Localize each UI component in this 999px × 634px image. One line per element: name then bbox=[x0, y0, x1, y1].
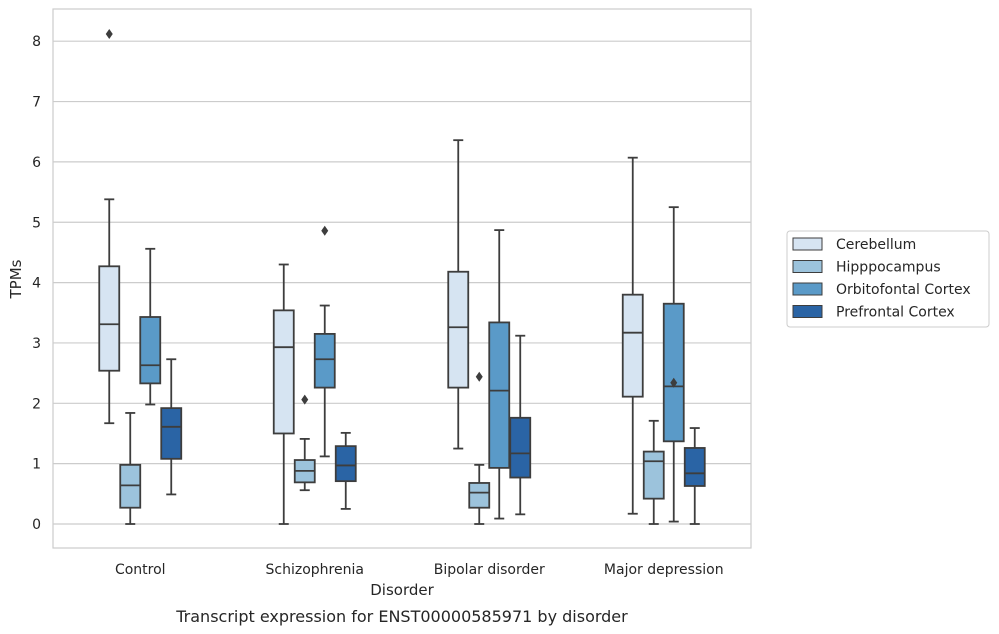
iqr-box bbox=[313, 332, 336, 389]
x-tick-labels: Control Schizophrenia Bipolar disorder Majo… bbox=[115, 562, 724, 578]
iqr-box bbox=[683, 447, 706, 487]
box-cerebellum-1 bbox=[272, 263, 295, 525]
iqr-box bbox=[334, 445, 357, 483]
y-tick-label: 3 bbox=[32, 336, 41, 352]
y-tick-label: 8 bbox=[32, 34, 41, 50]
legend-label: Hipppocampus bbox=[836, 260, 941, 276]
y-tick-label: 2 bbox=[32, 396, 41, 412]
iqr-box bbox=[662, 302, 685, 443]
iqr-box bbox=[642, 450, 665, 500]
iqr-box bbox=[160, 407, 183, 460]
legend-label: Orbitofontal Cortex bbox=[836, 282, 971, 298]
y-tick-labels: 0 1 2 3 4 5 6 7 8 bbox=[32, 34, 41, 533]
iqr-box bbox=[509, 416, 532, 479]
box-prefrontal-cortex-3 bbox=[683, 427, 706, 525]
y-axis-label: TPMs bbox=[7, 259, 25, 299]
y-tick-label: 7 bbox=[32, 95, 41, 111]
iqr-box bbox=[119, 463, 142, 509]
iqr-box bbox=[621, 293, 644, 398]
box-orbitofontal-cortex-0 bbox=[139, 247, 162, 406]
iqr-box bbox=[488, 321, 511, 469]
legend-swatch bbox=[792, 237, 823, 251]
x-tick-label: Schizophrenia bbox=[266, 562, 364, 578]
iqr-box bbox=[139, 316, 162, 385]
x-axis-label: Disorder bbox=[370, 581, 434, 599]
box-orbitofontal-cortex-3 bbox=[662, 206, 685, 523]
boxes bbox=[98, 28, 706, 525]
iqr-box bbox=[447, 270, 470, 389]
y-tick-label: 4 bbox=[32, 276, 41, 292]
box-prefrontal-cortex-2 bbox=[509, 334, 532, 516]
legend-swatch bbox=[792, 282, 823, 296]
legend-swatch bbox=[792, 260, 823, 273]
box-cerebellum-0 bbox=[98, 28, 121, 425]
y-tick-label: 1 bbox=[32, 457, 41, 473]
x-tick-label: Major depression bbox=[604, 562, 724, 578]
box-orbitofontal-cortex-1 bbox=[313, 225, 336, 458]
box-hipppocampus-2 bbox=[468, 371, 491, 525]
box-cerebellum-2 bbox=[447, 139, 470, 450]
box-hipppocampus-3 bbox=[642, 419, 665, 525]
y-tick-label: 6 bbox=[32, 155, 41, 171]
legend: Cerebellum Hipppocampus Orbitofontal Corte… bbox=[786, 230, 990, 328]
outlier-point bbox=[670, 377, 678, 388]
outlier-point bbox=[105, 28, 113, 39]
legend-label: Prefrontal Cortex bbox=[836, 305, 955, 321]
legend-frame bbox=[786, 230, 990, 328]
iqr-box bbox=[468, 482, 491, 509]
box-prefrontal-cortex-1 bbox=[334, 431, 357, 510]
iqr-box bbox=[272, 309, 295, 435]
x-tick-label: Bipolar disorder bbox=[434, 562, 545, 578]
y-tick-label: 5 bbox=[32, 215, 41, 231]
outlier-point bbox=[321, 225, 329, 236]
x-tick-label: Control bbox=[115, 562, 166, 578]
y-tick-label: 0 bbox=[32, 517, 41, 533]
outlier-point bbox=[301, 394, 309, 405]
box-hipppocampus-0 bbox=[119, 412, 142, 525]
gridlines bbox=[53, 40, 751, 525]
iqr-box bbox=[98, 265, 121, 372]
box-hipppocampus-1 bbox=[293, 394, 316, 492]
legend-swatch bbox=[792, 305, 823, 318]
legend-label: Cerebellum bbox=[836, 237, 916, 253]
box-orbitofontal-cortex-2 bbox=[488, 229, 511, 520]
box-prefrontal-cortex-0 bbox=[160, 358, 183, 496]
chart-caption: Transcript expression for ENST0000058597… bbox=[175, 607, 628, 626]
outlier-point bbox=[475, 371, 483, 382]
box-cerebellum-3 bbox=[621, 156, 644, 515]
